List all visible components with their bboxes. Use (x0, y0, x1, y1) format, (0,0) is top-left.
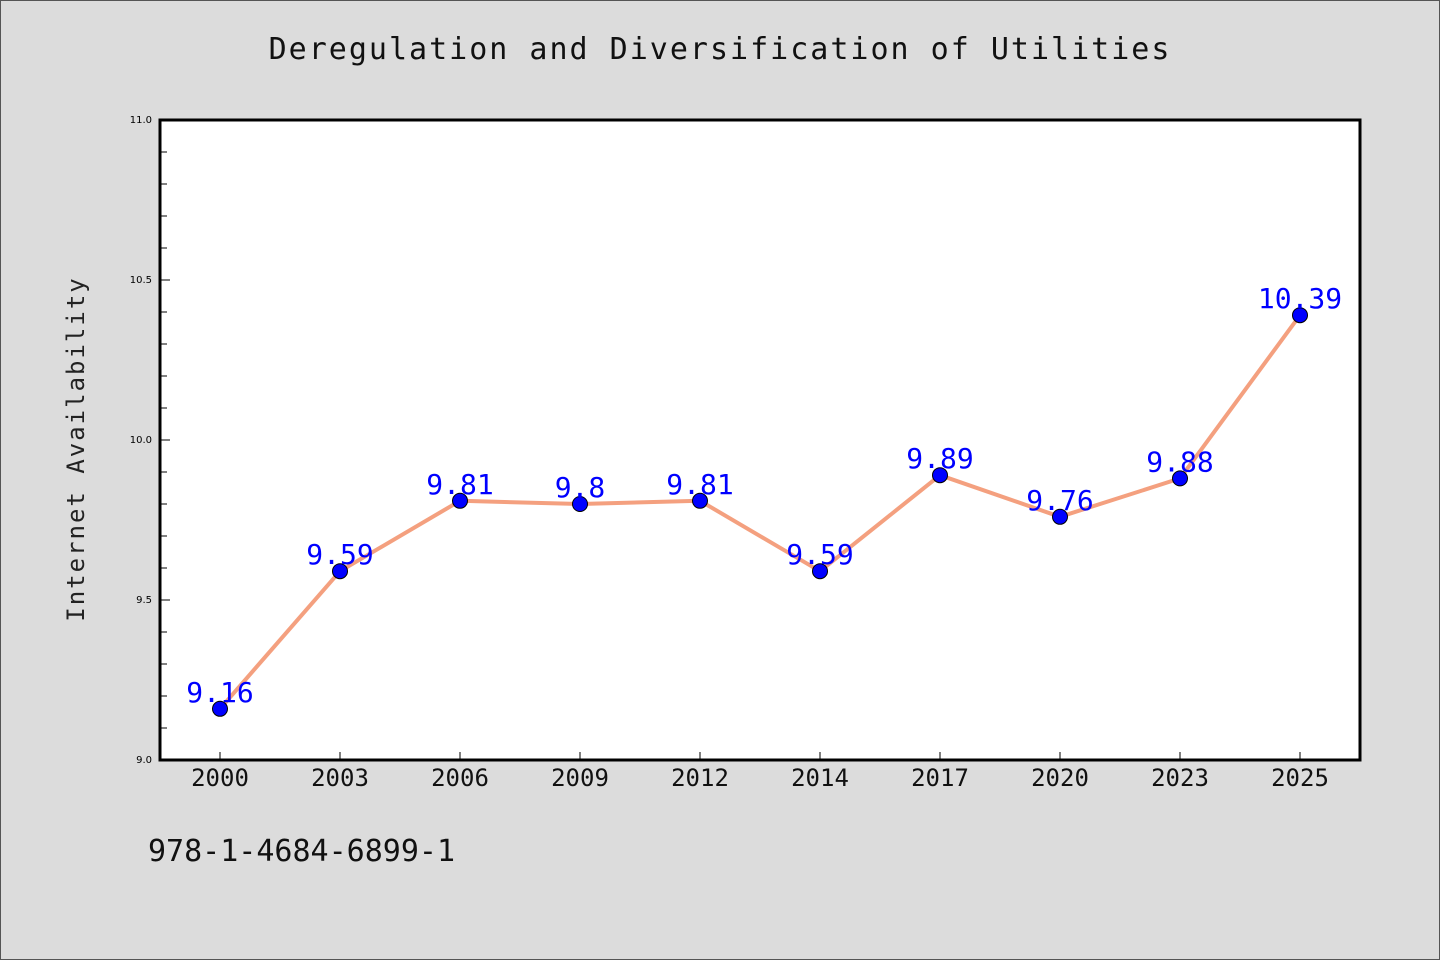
data-point (812, 563, 828, 580)
data-label: 10.39 (1258, 282, 1342, 315)
data-point (332, 563, 348, 580)
data-point (932, 467, 948, 484)
x-tick-label: 2020 (1031, 764, 1089, 792)
chart-title: Deregulation and Diversification of Util… (268, 32, 1172, 67)
plot-border (158, 118, 1362, 762)
x-tick-label: 2012 (671, 764, 729, 792)
data-label: 9.76 (1026, 484, 1093, 517)
x-tick-label: 2023 (1151, 764, 1209, 792)
x-tick-label: 2014 (791, 764, 849, 792)
isbn-text: 978-1-4684-6899-1 (148, 834, 456, 869)
data-point (1052, 508, 1068, 525)
y-tick-label: 10.5 (130, 275, 152, 286)
data-point (572, 496, 588, 512)
data-label: 9.81 (666, 468, 733, 501)
y-tick-label: 9.0 (136, 755, 152, 766)
data-label: 9.81 (426, 468, 493, 501)
data-label: 9.88 (1146, 445, 1213, 478)
x-tick-label: 2003 (311, 764, 369, 792)
data-label: 9.16 (186, 676, 253, 709)
data-point (212, 700, 228, 717)
x-tick-label: 2000 (191, 764, 249, 792)
x-tick-label: 2017 (911, 764, 969, 792)
x-tick-label: 2006 (431, 764, 489, 792)
data-label: 9.59 (306, 538, 373, 571)
plot-area (160, 120, 1360, 760)
data-label: 9.8 (555, 471, 606, 504)
data-point (1172, 470, 1188, 487)
y-tick-label: 11.0 (130, 115, 152, 126)
y-tick-label: 10.0 (130, 435, 152, 446)
data-point (1292, 307, 1308, 324)
data-label: 9.59 (786, 538, 853, 571)
x-tick-label: 2009 (551, 764, 609, 792)
y-tick-label: 9.5 (136, 595, 152, 606)
series-line (218, 313, 1302, 711)
data-point (452, 492, 468, 509)
data-point (692, 492, 708, 509)
x-tick-label: 2025 (1271, 764, 1329, 792)
data-label: 9.89 (906, 442, 973, 475)
